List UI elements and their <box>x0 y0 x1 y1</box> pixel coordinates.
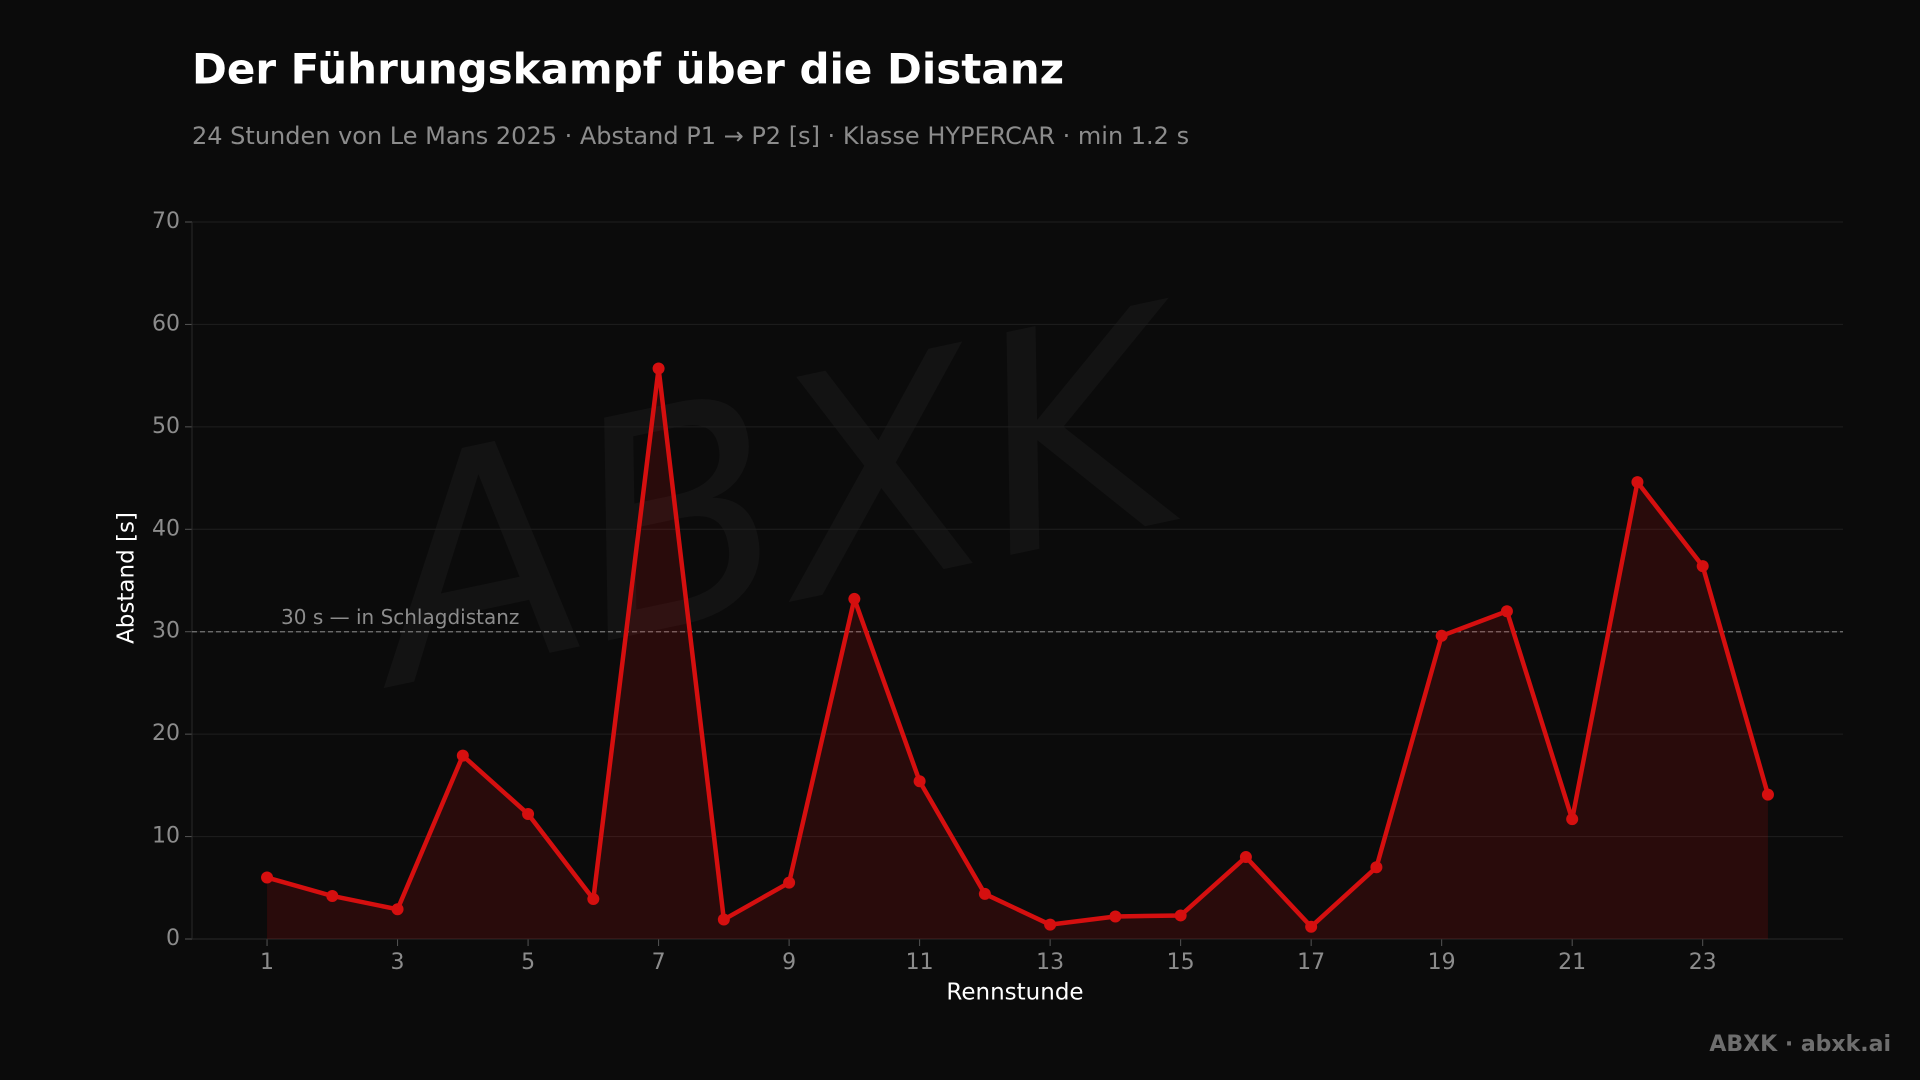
y-axis-label: Abstand [s] <box>114 512 140 644</box>
marker <box>1566 813 1579 826</box>
marker <box>652 362 665 375</box>
y-tick-label: 0 <box>166 926 180 951</box>
marker <box>717 913 730 926</box>
y-tick-label: 70 <box>152 209 180 234</box>
x-tick-label: 13 <box>1036 950 1064 975</box>
marker <box>1696 560 1709 573</box>
y-tick-label: 10 <box>152 824 180 849</box>
x-tick-label: 21 <box>1558 950 1586 975</box>
x-tick-label: 9 <box>782 950 796 975</box>
reference-label: 30 s — in Schlagdistanz <box>281 605 519 629</box>
marker <box>1305 920 1318 933</box>
y-tick-label: 60 <box>152 311 180 336</box>
marker <box>783 876 796 889</box>
marker <box>456 749 469 762</box>
y-tick-label: 30 <box>152 619 180 644</box>
x-tick-label: 1 <box>260 950 274 975</box>
x-tick-label: 15 <box>1167 950 1195 975</box>
marker <box>326 889 339 902</box>
x-tick-label: 19 <box>1428 950 1456 975</box>
marker <box>1239 851 1252 864</box>
marker <box>978 887 991 900</box>
marker <box>261 871 274 884</box>
marker <box>1370 861 1383 874</box>
marker <box>1044 918 1057 931</box>
marker <box>848 592 861 605</box>
marker <box>1435 629 1448 642</box>
y-tick-label: 40 <box>152 516 180 541</box>
x-tick-label: 17 <box>1297 950 1325 975</box>
chart-title: Der Führungskampf über die Distanz <box>192 45 1064 94</box>
x-tick-label: 5 <box>521 950 535 975</box>
x-axis-label: Rennstunde <box>946 980 1083 1006</box>
chart-subtitle: 24 Stunden von Le Mans 2025 · Abstand P1… <box>192 122 1189 150</box>
marker <box>1631 476 1644 489</box>
marker <box>1500 605 1513 618</box>
y-tick-label: 50 <box>152 414 180 439</box>
marker <box>587 893 600 906</box>
marker <box>1761 788 1774 801</box>
x-tick-label: 23 <box>1689 950 1717 975</box>
marker <box>522 808 535 821</box>
x-tick-label: 3 <box>391 950 405 975</box>
y-tick-label: 20 <box>152 721 180 746</box>
footer: ABXK · abxk.ai <box>1709 1032 1891 1057</box>
line <box>266 366 1771 929</box>
marker <box>1174 909 1187 922</box>
marker <box>391 903 404 916</box>
x-tick-label: 7 <box>652 950 666 975</box>
x-tick-label: 11 <box>906 950 934 975</box>
marker <box>1109 910 1122 923</box>
marker <box>913 775 926 788</box>
